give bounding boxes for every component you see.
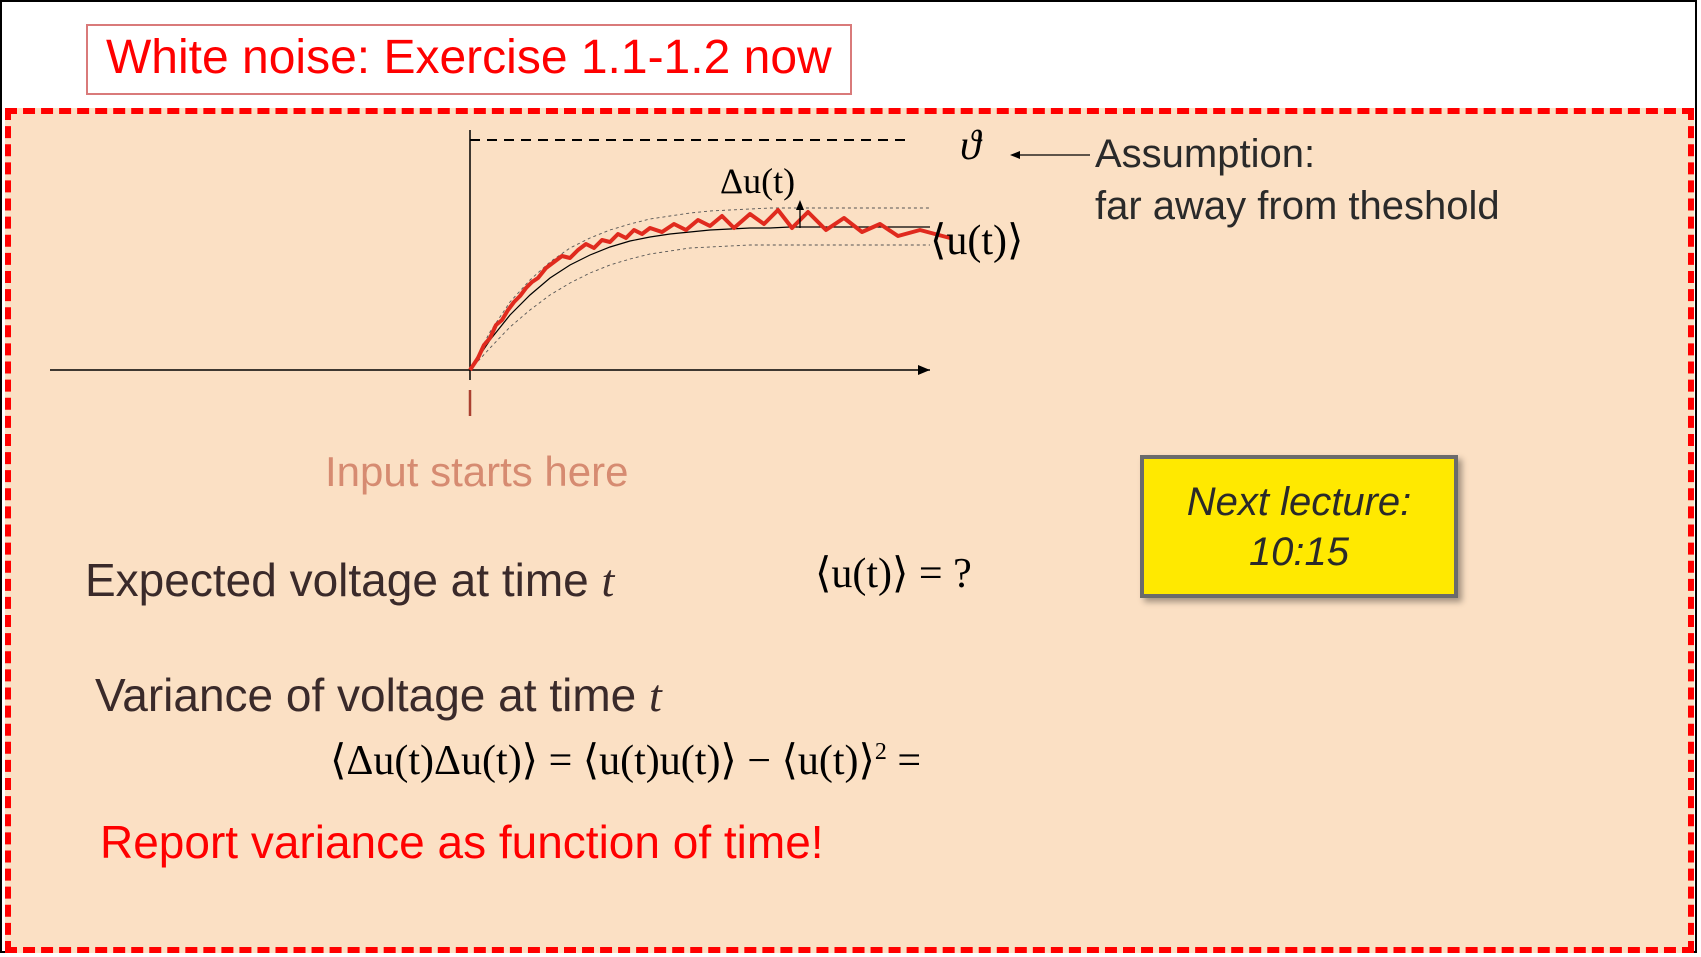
title-text: White noise: Exercise 1.1-1.2 now: [106, 31, 832, 84]
x-axis-arrow: [918, 365, 930, 375]
theta-label: ϑ: [960, 122, 981, 170]
title-box: White noise: Exercise 1.1-1.2 now: [86, 24, 852, 95]
report-variance-text: Report variance as function of time!: [100, 815, 824, 869]
variance-equation: ⟨Δu(t)Δu(t)⟩ = ⟨u(t)u(t)⟩ − ⟨u(t)⟩2 =: [330, 735, 921, 785]
assumption-line1: Assumption:: [1095, 132, 1315, 176]
assumption-text: Assumption: far away from theshold: [1095, 128, 1500, 232]
next-lecture-box: Next lecture: 10:15: [1140, 455, 1458, 598]
assumption-line2: far away from theshold: [1095, 184, 1500, 228]
next-lecture-text: Next lecture: 10:15: [1187, 477, 1412, 577]
mean-u-label: ⟨u(t)⟩: [930, 215, 1023, 265]
noisy-trajectory: [470, 210, 950, 370]
delta-u-label: Δu(t): [720, 160, 795, 202]
expected-voltage-equation: ⟨u(t)⟩ = ?: [815, 548, 972, 598]
delta-u-arrowhead: [796, 200, 804, 210]
input-starts-label: Input starts here: [325, 448, 629, 496]
theta-arrow: [1005, 145, 1095, 165]
mean-curve: [470, 227, 930, 370]
variance-voltage-text: Variance of voltage at time t: [95, 668, 662, 722]
expected-voltage-text: Expected voltage at time t: [85, 553, 614, 607]
voltage-graph: [50, 120, 1050, 420]
lower-band-curve: [470, 245, 930, 370]
